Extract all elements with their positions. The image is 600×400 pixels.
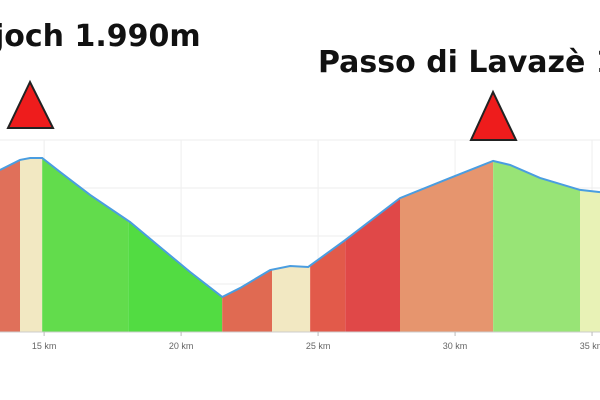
segment: [310, 240, 346, 332]
x-tick-label: 30 km: [443, 341, 468, 351]
segment: [272, 265, 311, 332]
pass-marker: [6, 79, 55, 129]
segment: [493, 160, 580, 332]
segment: [400, 160, 494, 332]
segment: [0, 159, 20, 332]
x-tick-label: 20 km: [169, 341, 194, 351]
x-tick-label: 25 km: [306, 341, 331, 351]
x-tick-label: 15 km: [32, 341, 57, 351]
pass-marker: [469, 89, 518, 141]
segment: [20, 158, 43, 332]
segment: [128, 220, 223, 332]
segment: [42, 158, 129, 332]
annotation: Passo di Lavazè 1: [318, 45, 600, 80]
plot: 15 km 20 km 25 km 30 km 35 km: [0, 139, 600, 351]
annotation: joch 1.990m: [0, 19, 201, 54]
x-tick-label: 35 km: [580, 341, 600, 351]
profile-line: [0, 157, 600, 299]
segment: [222, 269, 273, 332]
segment: [580, 189, 600, 332]
segment: [345, 198, 400, 332]
